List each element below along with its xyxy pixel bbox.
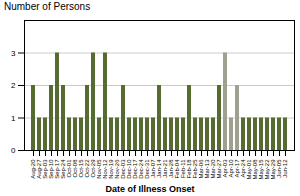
svg-text:Aug-27: Aug-27 — [36, 159, 43, 179]
svg-text:Jan-14: Jan-14 — [156, 159, 163, 178]
svg-text:Dec-17: Dec-17 — [132, 159, 139, 179]
svg-text:Oct-01: Oct-01 — [66, 159, 73, 178]
svg-text:May-15: May-15 — [258, 159, 265, 180]
svg-text:Sep-03: Sep-03 — [42, 159, 49, 179]
svg-text:Feb-18: Feb-18 — [186, 159, 193, 179]
svg-text:Apr-10: Apr-10 — [228, 159, 235, 178]
svg-text:Sep-17: Sep-17 — [54, 159, 61, 179]
svg-text:Dec-24: Dec-24 — [138, 159, 145, 179]
svg-text:1: 1 — [11, 114, 16, 123]
svg-text:May-01: May-01 — [246, 159, 253, 180]
html-text:Date of Illness Onset: Date of Illness Onset — [105, 184, 195, 194]
svg-text:May-22: May-22 — [264, 159, 271, 180]
svg-text:May-08: May-08 — [252, 159, 259, 180]
svg-text:Nov-26: Nov-26 — [114, 159, 121, 179]
svg-text:Nov-19: Nov-19 — [108, 159, 115, 179]
html-text:Number of Persons: Number of Persons — [4, 1, 91, 12]
svg-text:Oct-15: Oct-15 — [78, 159, 85, 178]
svg-text:Feb-04: Feb-04 — [174, 159, 181, 179]
svg-text:Mar-06: Mar-06 — [198, 159, 205, 179]
svg-text:Sep-24: Sep-24 — [60, 159, 67, 179]
svg-text:Sep-10: Sep-10 — [48, 159, 55, 179]
svg-text:Jan-07: Jan-07 — [150, 159, 157, 178]
svg-text:Jun-05: Jun-05 — [276, 159, 283, 178]
svg-text:Oct-08: Oct-08 — [72, 159, 79, 178]
svg-text:Dec-03: Dec-03 — [120, 159, 127, 179]
svg-text:3: 3 — [11, 49, 16, 58]
svg-text:Apr-17: Apr-17 — [234, 159, 241, 178]
svg-text:Mar-13: Mar-13 — [204, 159, 211, 179]
svg-text:0: 0 — [11, 146, 16, 155]
svg-text:Mar-27: Mar-27 — [216, 159, 223, 179]
svg-text:2: 2 — [11, 81, 16, 90]
svg-text:Nov-12: Nov-12 — [102, 159, 109, 179]
svg-text:Jan-21: Jan-21 — [162, 159, 169, 178]
svg-text:Oct-29: Oct-29 — [90, 159, 97, 178]
svg-text:Jun-12: Jun-12 — [282, 159, 288, 178]
svg-text:Apr-03: Apr-03 — [222, 159, 229, 178]
svg-text:May-29: May-29 — [270, 159, 277, 180]
svg-text:Apr-24: Apr-24 — [240, 159, 247, 178]
svg-text:Dec-10: Dec-10 — [126, 159, 133, 179]
svg-text:Aug-20: Aug-20 — [30, 159, 37, 179]
svg-text:Nov-05: Nov-05 — [96, 159, 103, 179]
svg-text:Oct-22: Oct-22 — [84, 159, 91, 178]
svg-text:Dec-31: Dec-31 — [144, 159, 151, 179]
svg-text:Feb-11: Feb-11 — [180, 159, 187, 179]
svg-text:Mar-20: Mar-20 — [210, 159, 217, 179]
svg-text:Jan-28: Jan-28 — [168, 159, 175, 178]
svg-text:Feb-25: Feb-25 — [192, 159, 199, 179]
